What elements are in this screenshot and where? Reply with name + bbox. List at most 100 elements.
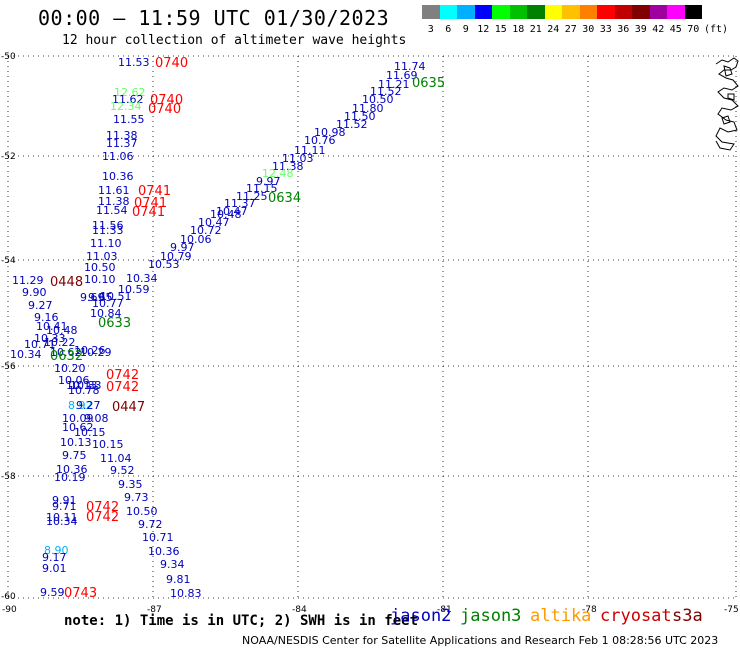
wave-height-value: 10.36 (148, 545, 180, 558)
wave-height-value: 10.83 (170, 587, 202, 600)
legend-label: 3 (427, 24, 434, 35)
legend-label: 9 (462, 24, 469, 35)
pass-time-label: 0740 (148, 102, 181, 117)
legend-swatch (597, 5, 615, 19)
wave-height-value: 10.72 (190, 224, 222, 237)
wave-height-value: 9.91 (52, 494, 77, 507)
wave-height-value: 9.75 (62, 449, 87, 462)
wave-height-value: 10.29 (80, 346, 112, 359)
wave-height-value: 11.69 (386, 69, 418, 82)
pass-time-label: 0740 (150, 93, 183, 108)
wave-height-value: 10.59 (118, 283, 150, 296)
legend-swatch (527, 5, 545, 19)
wave-height-value: 11.38 (98, 195, 130, 208)
wave-height-value: 9.52 (110, 464, 135, 477)
note-text: note: 1) Time is in UTC; 2) SWH is in fe… (64, 613, 419, 629)
wave-height-value: 9.73 (124, 491, 149, 504)
wave-height-value: 10.34 (46, 515, 78, 528)
wave-height-value: 10.48 (46, 324, 78, 337)
legend-label: 6 (445, 24, 452, 35)
lat-label: -52 (1, 152, 16, 162)
satellite-legend-s3a: s3a (672, 606, 703, 626)
wave-height-value: 10.15 (74, 426, 106, 439)
legend-swatch (422, 5, 440, 19)
wave-height-value: 9.35 (118, 478, 143, 491)
wave-height-value: 9.69 (80, 291, 105, 304)
wave-height-value: 10.34 (10, 348, 42, 361)
wave-height-value: 10.50 (126, 505, 158, 518)
legend-label: 12 (477, 24, 490, 35)
wave-height-value: 11.25 (236, 190, 268, 203)
lat-label: -54 (1, 256, 16, 266)
wave-height-value: 10.78 (68, 384, 100, 397)
pass-time-label: 0741 (132, 205, 165, 220)
pass-time-label: 0633 (98, 316, 131, 331)
wave-height-value: 8.90 (44, 544, 69, 557)
satellite-legend-altika: altika (530, 606, 592, 626)
wave-height-value: 10.36 (102, 170, 134, 183)
wave-height-value: 9.81 (166, 573, 191, 586)
legend-label: 30 (582, 24, 595, 35)
legend-label: 70 (687, 24, 700, 35)
wave-height-value: 11.11 (294, 144, 326, 157)
data-labels: 11.5312.6211.6212.3411.5511.3811.3711.06… (10, 56, 445, 601)
legend-swatch (562, 5, 580, 19)
coastline-islands (715, 57, 739, 151)
legend-swatch (439, 5, 457, 19)
legend-label: 33 (599, 24, 612, 35)
wave-height-value: 11.38 (106, 129, 138, 142)
wave-height-value: 10.51 (100, 290, 132, 303)
wave-height-value: 9.65 (88, 291, 113, 304)
wave-height-value: 12.34 (110, 100, 142, 113)
pass-time-label: 0448 (50, 275, 83, 290)
wave-height-value: 9.08 (84, 412, 109, 425)
wave-height-value: 10.47 (198, 216, 230, 229)
legend-label: 24 (547, 24, 560, 35)
wave-height-value: 10.10 (84, 273, 116, 286)
wave-height-value: 10.13 (66, 379, 98, 392)
wave-height-value: 11.50 (344, 110, 376, 123)
wave-height-value: 10.62 (62, 421, 94, 434)
legend-swatch (614, 5, 632, 19)
legend-swatch (632, 5, 650, 19)
wave-height-value: 9.59 (40, 586, 65, 599)
wave-height-value: 9.01 (42, 562, 67, 575)
wave-height-value: 10.71 (24, 338, 56, 351)
wave-height-value: 10.33 (34, 332, 66, 345)
pass-time-label: 0635 (412, 76, 445, 91)
pass-time-label: 0741 (138, 184, 171, 199)
legend-label: 15 (494, 24, 507, 35)
pass-time-label: 0742 (106, 380, 139, 395)
legend-label: 36 (617, 24, 630, 35)
wave-height-value: 11.03 (86, 250, 118, 263)
pass-time-label: 0634 (268, 191, 301, 206)
legend-unit: (ft) (704, 24, 729, 35)
wave-height-value: 12.62 (114, 86, 146, 99)
wave-height-value: 10.48 (210, 208, 242, 221)
pass-time-label: 0743 (64, 586, 97, 601)
wave-height-value: 9.34 (160, 558, 185, 571)
legend-label: 39 (634, 24, 647, 35)
pass-time-label: 0742 (86, 510, 119, 525)
wave-height-value: 11.74 (394, 60, 426, 73)
legend-swatch (649, 5, 667, 19)
legend-swatch (579, 5, 597, 19)
legend-label: 27 (564, 24, 577, 35)
wave-height-value: 10.47 (216, 205, 248, 218)
wave-height-value: 10.11 (46, 511, 78, 524)
lon-label: -75 (724, 605, 739, 615)
satellite-legend-cryosat: cryosat (600, 606, 672, 626)
pass-time-label: 0741 (134, 196, 167, 211)
wave-height-value: 10.62 (50, 346, 82, 359)
wave-height-value: 10.84 (90, 307, 122, 320)
wave-height-value: 9.16 (34, 311, 59, 324)
pass-time-label: 0742 (106, 368, 139, 383)
lat-label: -56 (1, 362, 16, 372)
wave-height-value: 10.76 (304, 134, 336, 147)
wave-height-value: 11.52 (336, 118, 368, 131)
legend-label: 18 (512, 24, 525, 35)
wave-height-value: 10.36 (56, 463, 88, 476)
wave-height-value: 10.20 (54, 362, 86, 375)
